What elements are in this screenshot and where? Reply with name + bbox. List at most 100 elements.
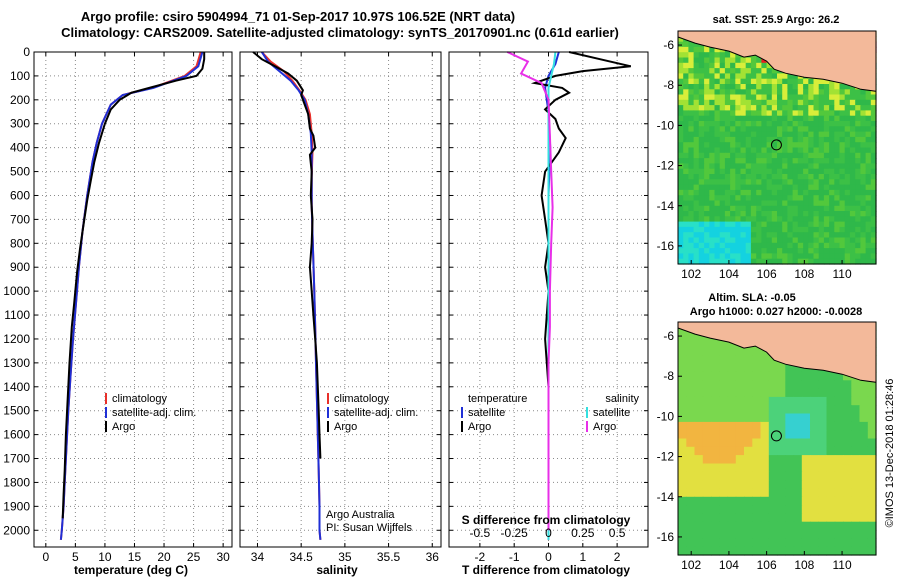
sst-field-cell: [797, 99, 804, 106]
sst-field-cell: [704, 226, 710, 233]
sst-field-cell: [849, 195, 856, 202]
sla-field-cell: [686, 521, 696, 531]
sst-field-cell: [823, 195, 830, 202]
sla-field-cell: [719, 463, 729, 473]
sla-field-cell: [702, 538, 712, 548]
sst-field-cell: [782, 242, 788, 249]
sst-field-cell: [829, 242, 835, 249]
sst-field-cell: [787, 136, 794, 143]
sst-field-cell: [750, 179, 757, 186]
sla-field-cell: [810, 505, 819, 514]
sla-field-cell: [859, 513, 869, 523]
sst-field-cell: [823, 248, 830, 254]
sst-field-cell: [855, 168, 861, 175]
sst-field-cell: [839, 84, 846, 90]
sst-field-cell: [813, 142, 820, 149]
sla-field-cell: [744, 396, 753, 406]
sla-field-cell: [719, 347, 729, 356]
sst-field-cell: [761, 121, 768, 127]
sst-field-cell: [678, 84, 684, 90]
sla-field-cell: [694, 530, 704, 539]
sst-field-cell: [849, 200, 856, 207]
sst-field-cell: [839, 179, 846, 186]
sst-field-cell: [808, 84, 815, 90]
sst-field-cell: [714, 126, 721, 133]
sst-field-cell: [678, 258, 684, 265]
sst-field-cell: [813, 179, 820, 186]
sst-field-cell: [813, 248, 820, 254]
sst-field-cell: [797, 110, 804, 117]
sst-field-cell: [704, 84, 710, 90]
sst-field-cell: [823, 253, 830, 260]
sla-field-cell: [801, 396, 811, 406]
sla-field-cell: [727, 513, 737, 523]
sla-field-cell: [826, 455, 836, 464]
sst-field-cell: [777, 184, 783, 191]
sst-field-cell: [787, 121, 794, 127]
sst-field-cell: [844, 184, 851, 191]
sst-field-cell: [724, 99, 731, 106]
sst-field-cell: [797, 131, 804, 138]
sla-field-cell: [702, 421, 712, 431]
sst-field-cell: [693, 179, 700, 186]
sla-field-cell: [834, 396, 844, 406]
sla-field-cell: [777, 413, 786, 423]
sla-field-cell: [859, 388, 869, 398]
sst-field-cell: [740, 163, 747, 170]
sst-field-cell: [792, 152, 799, 159]
sla-field-cell: [694, 413, 704, 423]
sla-field-cell: [777, 513, 786, 523]
sst-field-cell: [782, 99, 788, 106]
sst-field-cell: [787, 195, 794, 202]
sla-field-cell: [686, 496, 696, 506]
sla-field-cell: [735, 513, 745, 523]
sst-field-cell: [704, 57, 710, 64]
sst-field-cell: [740, 168, 747, 175]
sst-field-cell: [740, 110, 747, 117]
sst-field-cell: [683, 46, 689, 53]
sst-field-cell: [745, 152, 752, 159]
sst-field-cell: [771, 89, 778, 96]
sst-field-cell: [704, 158, 710, 164]
sst-field-cell: [813, 94, 820, 101]
sla-field-cell: [785, 396, 795, 406]
sla-field-cell: [834, 463, 844, 473]
sla-field-cell: [768, 438, 778, 448]
sla-field-cell: [785, 388, 795, 398]
sst-field-cell: [709, 121, 716, 127]
sla-field-cell: [867, 538, 877, 548]
sla-field-cell: [760, 496, 770, 506]
sst-field-cell: [818, 189, 825, 196]
sst-field-cell: [735, 189, 742, 196]
sst-field-cell: [719, 136, 726, 143]
sst-field-cell: [683, 121, 689, 127]
sst-field-cell: [808, 78, 815, 85]
depth-tick-label: 1500: [3, 404, 30, 418]
sla-field-cell: [760, 471, 770, 481]
sst-field-cell: [678, 221, 684, 228]
sst-field-cell: [792, 174, 799, 180]
sla-xtick-label: 104: [719, 558, 739, 572]
sla-field-cell: [867, 530, 877, 539]
sst-field-cell: [688, 179, 695, 186]
sst-field-cell: [761, 78, 768, 85]
sst-field-cell: [750, 168, 757, 175]
sst-field-cell: [750, 152, 757, 159]
sla-field-cell: [843, 455, 852, 464]
sst-field-cell: [698, 46, 705, 53]
sst-field-cell: [865, 174, 872, 180]
sst-field-cell: [818, 89, 825, 96]
sst-field-cell: [829, 168, 835, 175]
sst-field-cell: [698, 68, 705, 74]
sst-field-cell: [766, 242, 773, 249]
sla-field-cell: [793, 405, 803, 415]
sst-field-cell: [714, 242, 721, 249]
sla-field-cell: [818, 538, 828, 548]
sst-field-cell: [771, 189, 778, 196]
sla-field-cell: [801, 405, 811, 415]
sst-field-cell: [698, 163, 705, 170]
sst-field-cell: [782, 126, 788, 133]
sst-field-cell: [688, 131, 695, 138]
sst-field-cell: [865, 89, 872, 96]
sst-field-cell: [782, 94, 788, 101]
